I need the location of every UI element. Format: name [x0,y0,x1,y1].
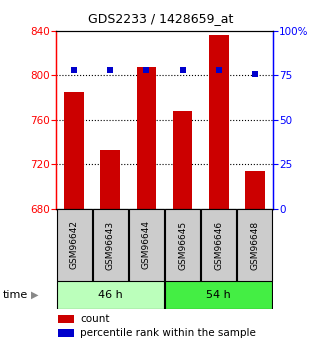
Text: GSM96644: GSM96644 [142,220,151,269]
Bar [209,36,229,209]
Text: 54 h: 54 h [206,290,231,300]
Text: GSM96648: GSM96648 [250,220,259,269]
Bar [173,111,193,209]
Text: GSM96643: GSM96643 [106,220,115,269]
Bar [136,67,156,209]
Point [252,71,257,77]
Text: ▶: ▶ [31,290,39,300]
Bar [56,281,164,309]
Point [72,67,77,73]
Point [108,67,113,73]
Text: GDS2233 / 1428659_at: GDS2233 / 1428659_at [88,12,233,25]
Text: time: time [3,290,29,300]
Text: GSM96642: GSM96642 [70,220,79,269]
Point [144,67,149,73]
Bar [201,209,236,281]
Bar [245,171,265,209]
Point [180,67,185,73]
Text: count: count [80,314,109,324]
Bar [165,281,273,309]
Text: GSM96646: GSM96646 [214,220,223,269]
Bar [58,329,74,337]
Bar [93,209,128,281]
Bar [129,209,164,281]
Bar [58,315,74,323]
Bar [237,209,273,281]
Bar [64,92,84,209]
Bar [100,150,120,209]
Bar [165,209,200,281]
Point [216,67,221,73]
Text: GSM96645: GSM96645 [178,220,187,269]
Bar [56,209,92,281]
Text: percentile rank within the sample: percentile rank within the sample [80,328,256,338]
Text: 46 h: 46 h [98,290,123,300]
